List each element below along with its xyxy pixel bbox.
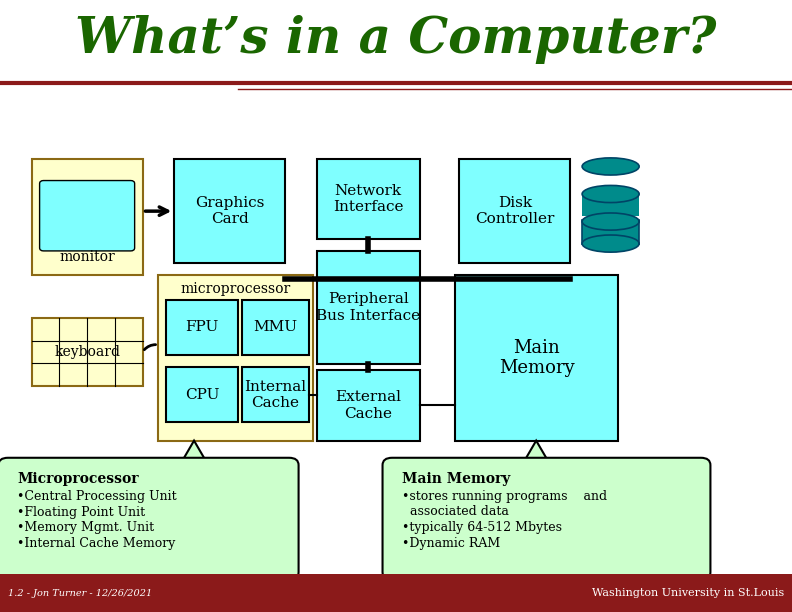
Text: Main
Memory: Main Memory	[499, 338, 574, 378]
Text: •Central Processing Unit: •Central Processing Unit	[17, 490, 177, 502]
Ellipse shape	[582, 185, 639, 203]
FancyBboxPatch shape	[158, 275, 313, 441]
FancyBboxPatch shape	[317, 370, 420, 441]
Ellipse shape	[582, 213, 639, 230]
Text: •Internal Cache Memory: •Internal Cache Memory	[17, 537, 176, 550]
FancyBboxPatch shape	[317, 251, 420, 364]
Text: What’s in a Computer?: What’s in a Computer?	[75, 15, 717, 64]
FancyBboxPatch shape	[166, 300, 238, 355]
Bar	[582, 193, 639, 216]
Text: microprocessor: microprocessor	[181, 282, 291, 296]
Text: Main Memory: Main Memory	[402, 472, 510, 487]
Text: FPU: FPU	[185, 321, 219, 334]
Ellipse shape	[582, 235, 639, 252]
FancyBboxPatch shape	[383, 458, 710, 580]
Text: Peripheral
Bus Interface: Peripheral Bus Interface	[316, 293, 421, 323]
Text: •Floating Point Unit: •Floating Point Unit	[17, 506, 146, 518]
Text: Microprocessor: Microprocessor	[17, 472, 139, 487]
FancyBboxPatch shape	[242, 367, 309, 422]
Text: CPU: CPU	[185, 388, 219, 401]
FancyBboxPatch shape	[40, 181, 135, 251]
FancyBboxPatch shape	[317, 159, 420, 239]
Ellipse shape	[582, 158, 639, 175]
FancyBboxPatch shape	[32, 318, 143, 386]
FancyBboxPatch shape	[0, 458, 299, 580]
Text: Internal
Cache: Internal Cache	[244, 379, 307, 410]
Polygon shape	[180, 441, 208, 465]
Polygon shape	[522, 441, 550, 465]
Text: MMU: MMU	[253, 321, 297, 334]
Text: 1.2 - Jon Turner - 12/26/2021: 1.2 - Jon Turner - 12/26/2021	[8, 589, 152, 597]
Text: keyboard: keyboard	[54, 345, 120, 359]
FancyBboxPatch shape	[242, 300, 309, 355]
Text: •Memory Mgmt. Unit: •Memory Mgmt. Unit	[17, 521, 154, 534]
Text: Washington University in St.Louis: Washington University in St.Louis	[592, 588, 784, 598]
Text: External
Cache: External Cache	[335, 390, 402, 420]
Text: Network
Interface: Network Interface	[333, 184, 404, 214]
Text: •typically 64-512 Mbytes: •typically 64-512 Mbytes	[402, 521, 562, 534]
Text: •Dynamic RAM: •Dynamic RAM	[402, 537, 500, 550]
Text: Disk
Controller: Disk Controller	[475, 196, 554, 226]
Text: Graphics
Card: Graphics Card	[195, 196, 265, 226]
Bar	[582, 220, 639, 244]
FancyBboxPatch shape	[455, 275, 618, 441]
FancyBboxPatch shape	[32, 159, 143, 275]
Text: monitor: monitor	[59, 250, 115, 264]
Bar	[0, 574, 792, 612]
Text: •stores running programs    and
  associated data: •stores running programs and associated …	[402, 490, 607, 518]
FancyBboxPatch shape	[166, 367, 238, 422]
FancyBboxPatch shape	[459, 159, 570, 263]
FancyBboxPatch shape	[174, 159, 285, 263]
